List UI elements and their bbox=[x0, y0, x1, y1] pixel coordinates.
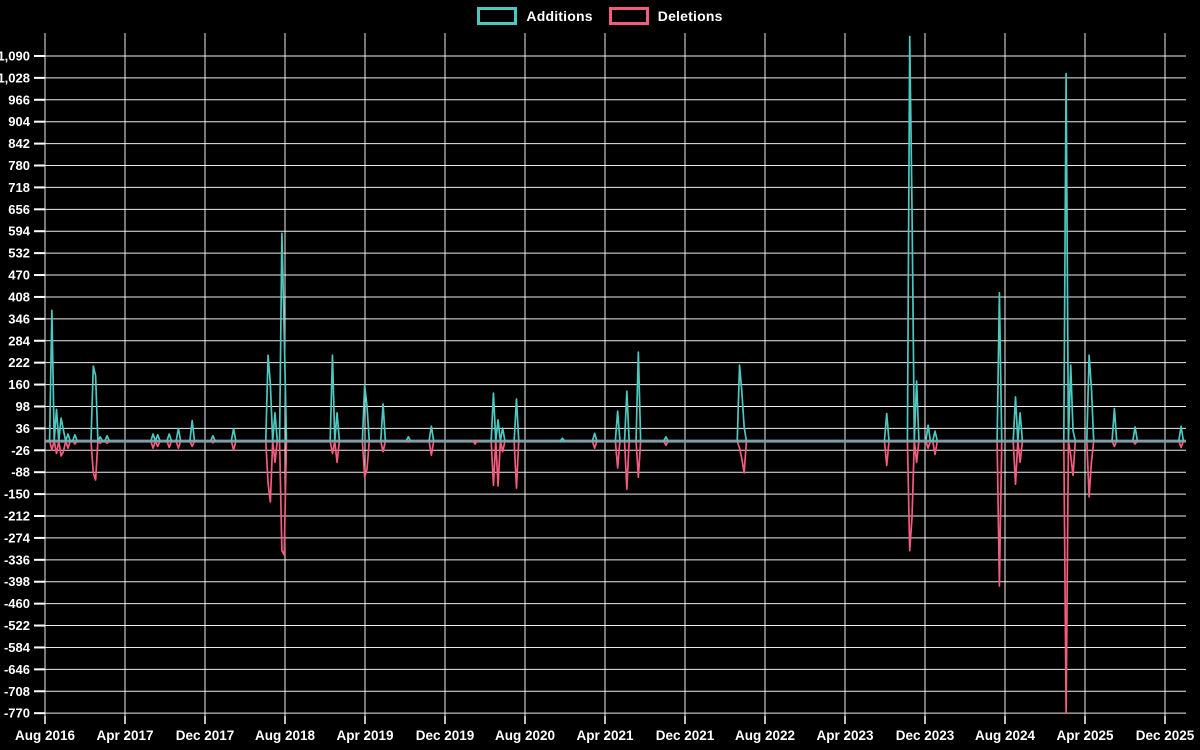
y-tick-label: -88 bbox=[11, 465, 30, 480]
y-tick-label: 842 bbox=[8, 136, 30, 151]
deletions-line bbox=[48, 440, 1185, 715]
x-gridlines bbox=[44, 33, 1166, 716]
y-tick-label: -274 bbox=[4, 530, 31, 545]
y-tick-label: 904 bbox=[8, 114, 30, 129]
y-tick-label: 966 bbox=[8, 92, 30, 107]
y-tick-label: -770 bbox=[4, 706, 30, 721]
y-tick-labels: 1,090 1,028 966 904 842 780 718 656 594 532 470 408… bbox=[0, 48, 45, 721]
y-tick-label: 408 bbox=[8, 289, 30, 304]
y-tick-label: 346 bbox=[8, 311, 30, 326]
x-tick-label: Aug 2016 bbox=[15, 728, 76, 743]
y-tick-label: 718 bbox=[8, 180, 30, 195]
y-tick-label: -646 bbox=[4, 662, 30, 677]
x-tick-labels: Aug 2016 Apr 2017 Dec 2017 Aug 2018 Apr 2019… bbox=[15, 716, 1195, 743]
x-tick-label: Dec 2025 bbox=[1136, 728, 1195, 743]
x-tick-label: Apr 2019 bbox=[336, 728, 393, 743]
y-tick-label: -212 bbox=[4, 509, 30, 524]
y-tick-label: 98 bbox=[16, 399, 30, 414]
y-tick-label: -336 bbox=[4, 552, 30, 567]
x-tick-label: Apr 2021 bbox=[576, 728, 634, 743]
y-tick-label: -150 bbox=[4, 487, 30, 502]
y-tick-label: -398 bbox=[4, 574, 30, 589]
y-tick-label: 36 bbox=[16, 421, 30, 436]
additions-line bbox=[48, 35, 1185, 442]
x-tick-label: Apr 2017 bbox=[96, 728, 153, 743]
y-tick-label: 470 bbox=[8, 268, 30, 283]
legend-item-additions[interactable]: Additions bbox=[477, 7, 593, 25]
y-tick-label: -584 bbox=[4, 640, 31, 655]
x-tick-label: Dec 2023 bbox=[896, 728, 955, 743]
y-tick-label: -708 bbox=[4, 684, 30, 699]
y-tick-label: 284 bbox=[8, 333, 30, 348]
y-tick-label: 780 bbox=[8, 158, 30, 173]
y-tick-label: 1,090 bbox=[0, 48, 30, 63]
x-tick-label: Dec 2019 bbox=[416, 728, 475, 743]
y-tick-label: -460 bbox=[4, 596, 30, 611]
x-tick-label: Aug 2022 bbox=[735, 728, 795, 743]
y-tick-label: 656 bbox=[8, 202, 30, 217]
deletions-legend-label: Deletions bbox=[657, 8, 723, 24]
x-tick-label: Apr 2025 bbox=[1056, 728, 1114, 743]
x-tick-label: Dec 2017 bbox=[176, 728, 235, 743]
y-gridlines bbox=[45, 55, 1186, 714]
x-tick-label: Apr 2023 bbox=[816, 728, 874, 743]
deletions-legend-swatch bbox=[608, 7, 649, 25]
y-tick-label: 222 bbox=[8, 355, 30, 370]
x-tick-label: Aug 2024 bbox=[975, 728, 1036, 743]
additions-legend-label: Additions bbox=[526, 8, 593, 24]
chart-legend: Additions Deletions bbox=[0, 7, 1200, 25]
y-tick-label: 160 bbox=[8, 377, 30, 392]
y-tick-label: -26 bbox=[11, 443, 30, 458]
additions-legend-swatch bbox=[477, 7, 518, 25]
y-tick-label: -522 bbox=[4, 618, 30, 633]
y-tick-label: 594 bbox=[8, 224, 30, 239]
x-tick-label: Aug 2020 bbox=[495, 728, 555, 743]
legend-item-deletions[interactable]: Deletions bbox=[608, 7, 723, 25]
x-tick-label: Aug 2018 bbox=[255, 728, 316, 743]
x-tick-label: Dec 2021 bbox=[656, 728, 715, 743]
y-tick-label: 532 bbox=[8, 246, 30, 261]
y-tick-label: 1,028 bbox=[0, 70, 30, 85]
